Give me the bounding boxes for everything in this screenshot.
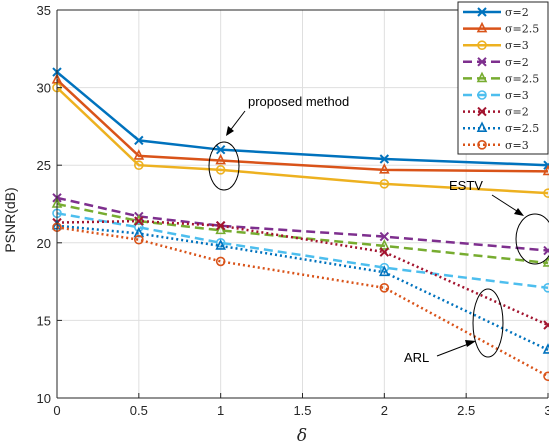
legend-item: σ=2.5 [463,71,539,85]
legend-item: σ=3 [463,39,529,52]
data-point-marker [542,164,549,176]
legend-item: σ=2 [463,106,529,119]
data-point-marker [477,7,487,17]
data-point-marker [134,160,144,170]
data-point-marker [477,106,487,117]
legend-item: σ=3 [463,89,529,102]
data-point-marker [543,320,549,330]
data-point-marker [379,231,390,242]
data-point-marker [215,221,226,231]
data-point-marker [379,163,390,174]
data-point-marker [477,90,487,100]
legend-item: σ=2.5 [463,21,539,36]
legend: σ=2 σ=2.5 σ=3 σ=2 σ=2.5 σ=3 σ=2 σ=2.5 σ=3 [457,1,549,155]
legend-label: σ=2.5 [505,122,539,135]
series-line [56,202,549,265]
data-point-marker [215,144,226,155]
data-point-marker [476,121,488,132]
annotation-arrow [436,342,472,357]
legend-label: σ=3 [505,139,529,152]
y-tick-label: 35 [37,3,51,18]
data-point-marker [134,222,144,233]
legend-item: σ=2.5 [463,121,539,135]
series-line [56,78,549,173]
y-tick-label: 20 [37,236,51,251]
data-point-marker [379,247,390,257]
annotation-arrow [228,110,246,133]
data-point-marker [543,245,549,256]
x-axis-label: δ [297,426,307,446]
y-tick-label: 25 [37,158,51,173]
data-point-marker [543,371,549,382]
legend-item: σ=2 [463,56,529,69]
y-tick-label: 10 [37,391,51,406]
axes: 0 0.5 1 1.5 2 2.5 3 10 15 20 25 30 35 [37,3,549,418]
data-point-marker [543,188,549,198]
data-point-marker [215,239,226,250]
x-tick-label: 0 [53,403,60,418]
legend-label: σ=2 [505,6,529,19]
annotation-estv: ESTV [449,178,483,193]
y-tick-label: 30 [37,81,51,96]
legend-label: σ=2.5 [505,72,539,85]
data-point-marker [215,165,226,175]
data-point-marker [133,149,145,160]
data-point-marker [379,239,390,250]
series-line [56,212,549,290]
x-tick-label: 3 [544,403,549,418]
series-line [56,196,549,252]
x-tick-label: 2.5 [457,403,475,418]
data-point-marker [215,223,226,235]
annotation-arrow [491,194,521,214]
y-axis-label: PSNR(dB) [2,187,18,252]
legend-label: σ=3 [505,89,529,102]
data-point-marker [379,179,390,189]
data-point-marker [477,57,487,67]
legend-label: σ=3 [505,39,529,52]
data-point-marker [542,256,549,267]
data-point-marker [134,135,144,146]
legend-label: σ=2 [505,106,529,119]
legend-item: σ=2 [463,6,529,19]
annotation-arrowhead [226,126,234,136]
annotation-ellipse [208,141,240,191]
data-point-marker [215,153,226,165]
data-point-marker [477,140,487,150]
series-line [56,226,549,378]
series-line [56,224,549,352]
series-line [56,86,549,195]
annotation-proposed-method: proposed method [248,94,349,109]
legend-item: σ=3 [463,139,529,152]
data-point-marker [134,216,144,226]
annotation-ellipse [472,288,504,358]
data-series [51,73,549,176]
data-point-marker [477,40,487,51]
annotations: proposed method ESTV ARL [208,94,549,365]
x-tick-label: 2 [381,403,388,418]
x-tick-label: 0.5 [130,403,148,418]
data-point-marker [134,234,144,245]
annotation-ellipse [515,213,549,265]
series-layer [51,67,549,382]
x-tick-label: 1 [217,403,224,418]
annotation-arrowhead [465,340,476,347]
data-point-marker [379,283,390,293]
annotation-arl: ARL [404,350,429,365]
x-tick-label: 1.5 [293,403,311,418]
data-point-marker [542,343,549,354]
legend-label: σ=2 [505,56,529,69]
data-point-marker [379,154,390,164]
data-point-marker [476,21,488,33]
annotation-arrowhead [514,208,524,216]
data-point-marker [476,71,488,83]
data-point-marker [543,283,549,293]
data-point-marker [215,256,226,267]
data-point-marker [379,265,390,277]
legend-label: σ=2.5 [505,23,539,36]
y-tick-label: 15 [37,313,51,328]
